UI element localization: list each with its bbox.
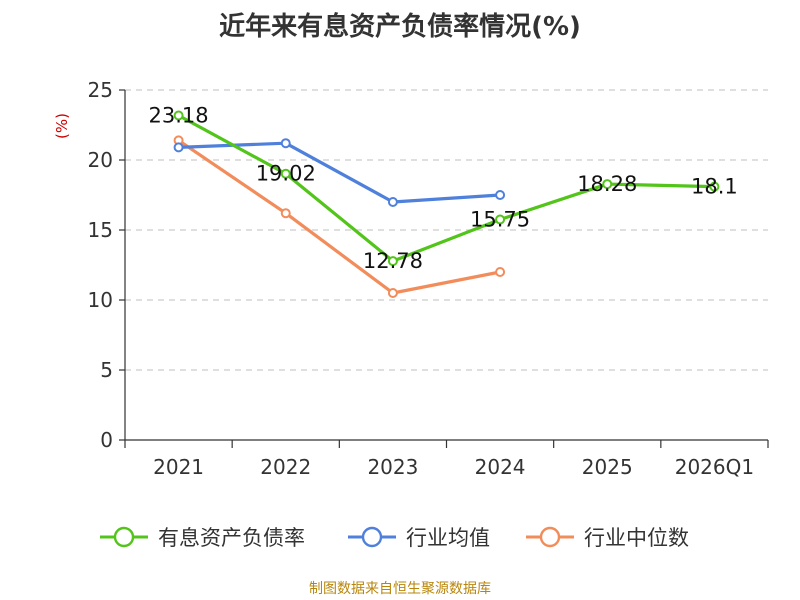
y-tick-label: 25 <box>88 78 113 102</box>
legend-swatch-marker <box>539 526 561 548</box>
series-point <box>173 142 184 153</box>
x-tick-label: 2024 <box>475 455 526 479</box>
y-tick-label: 5 <box>100 358 113 382</box>
legend-swatch-marker <box>361 526 383 548</box>
series-point <box>602 179 613 190</box>
chart-source-note: 制图数据来自恒生聚源数据库 <box>309 581 491 597</box>
data-label: 12.78 <box>363 249 423 273</box>
series-point <box>387 288 398 298</box>
series-point <box>495 267 506 277</box>
data-label: 19.02 <box>256 162 316 186</box>
legend-swatch-marker <box>113 526 135 548</box>
legend-label: 行业均值 <box>406 526 490 550</box>
series-line <box>176 138 502 295</box>
y-tick-label: 15 <box>88 218 113 242</box>
x-tick-label: 2026Q1 <box>675 455 754 479</box>
data-labels: 23.18 19.02 12.78 15.75 18.28 18.1 <box>149 103 738 273</box>
legend: 有息资产负债率 行业均值 行业中位数 <box>100 526 689 550</box>
series-point <box>387 197 398 207</box>
series-point <box>387 256 398 267</box>
data-label: 18.1 <box>691 175 738 199</box>
data-label: 18.28 <box>577 172 637 196</box>
data-label: 23.18 <box>149 103 209 127</box>
legend-label: 有息资产负债率 <box>158 526 305 550</box>
legend-label: 行业中位数 <box>584 526 689 550</box>
axes <box>124 90 768 441</box>
x-axis-ticks: 2021 2022 2023 2024 2025 2026Q1 <box>124 440 769 479</box>
x-tick-label: 2021 <box>153 455 204 479</box>
series-point <box>173 110 184 121</box>
series-point <box>280 138 291 149</box>
x-tick-label: 2025 <box>582 455 633 479</box>
series-line <box>176 113 717 263</box>
y-axis-unit-label: (%) <box>53 113 71 139</box>
series-lines <box>173 110 720 298</box>
y-tick-label: 10 <box>88 288 113 312</box>
chart-title: 近年来有息资产负债率情况(%) <box>219 12 581 42</box>
x-tick-label: 2022 <box>260 455 311 479</box>
series-point <box>709 181 720 192</box>
series-point <box>280 208 291 219</box>
y-tick-label: 0 <box>100 428 113 452</box>
x-tick-label: 2023 <box>367 455 418 479</box>
series-point <box>280 168 291 179</box>
series-point <box>495 214 506 225</box>
series-point <box>495 190 506 200</box>
y-axis-ticks: 0 5 10 15 20 25 <box>88 78 125 452</box>
grid-lines <box>125 89 768 371</box>
y-tick-label: 20 <box>88 148 113 172</box>
data-label: 15.75 <box>470 208 530 232</box>
